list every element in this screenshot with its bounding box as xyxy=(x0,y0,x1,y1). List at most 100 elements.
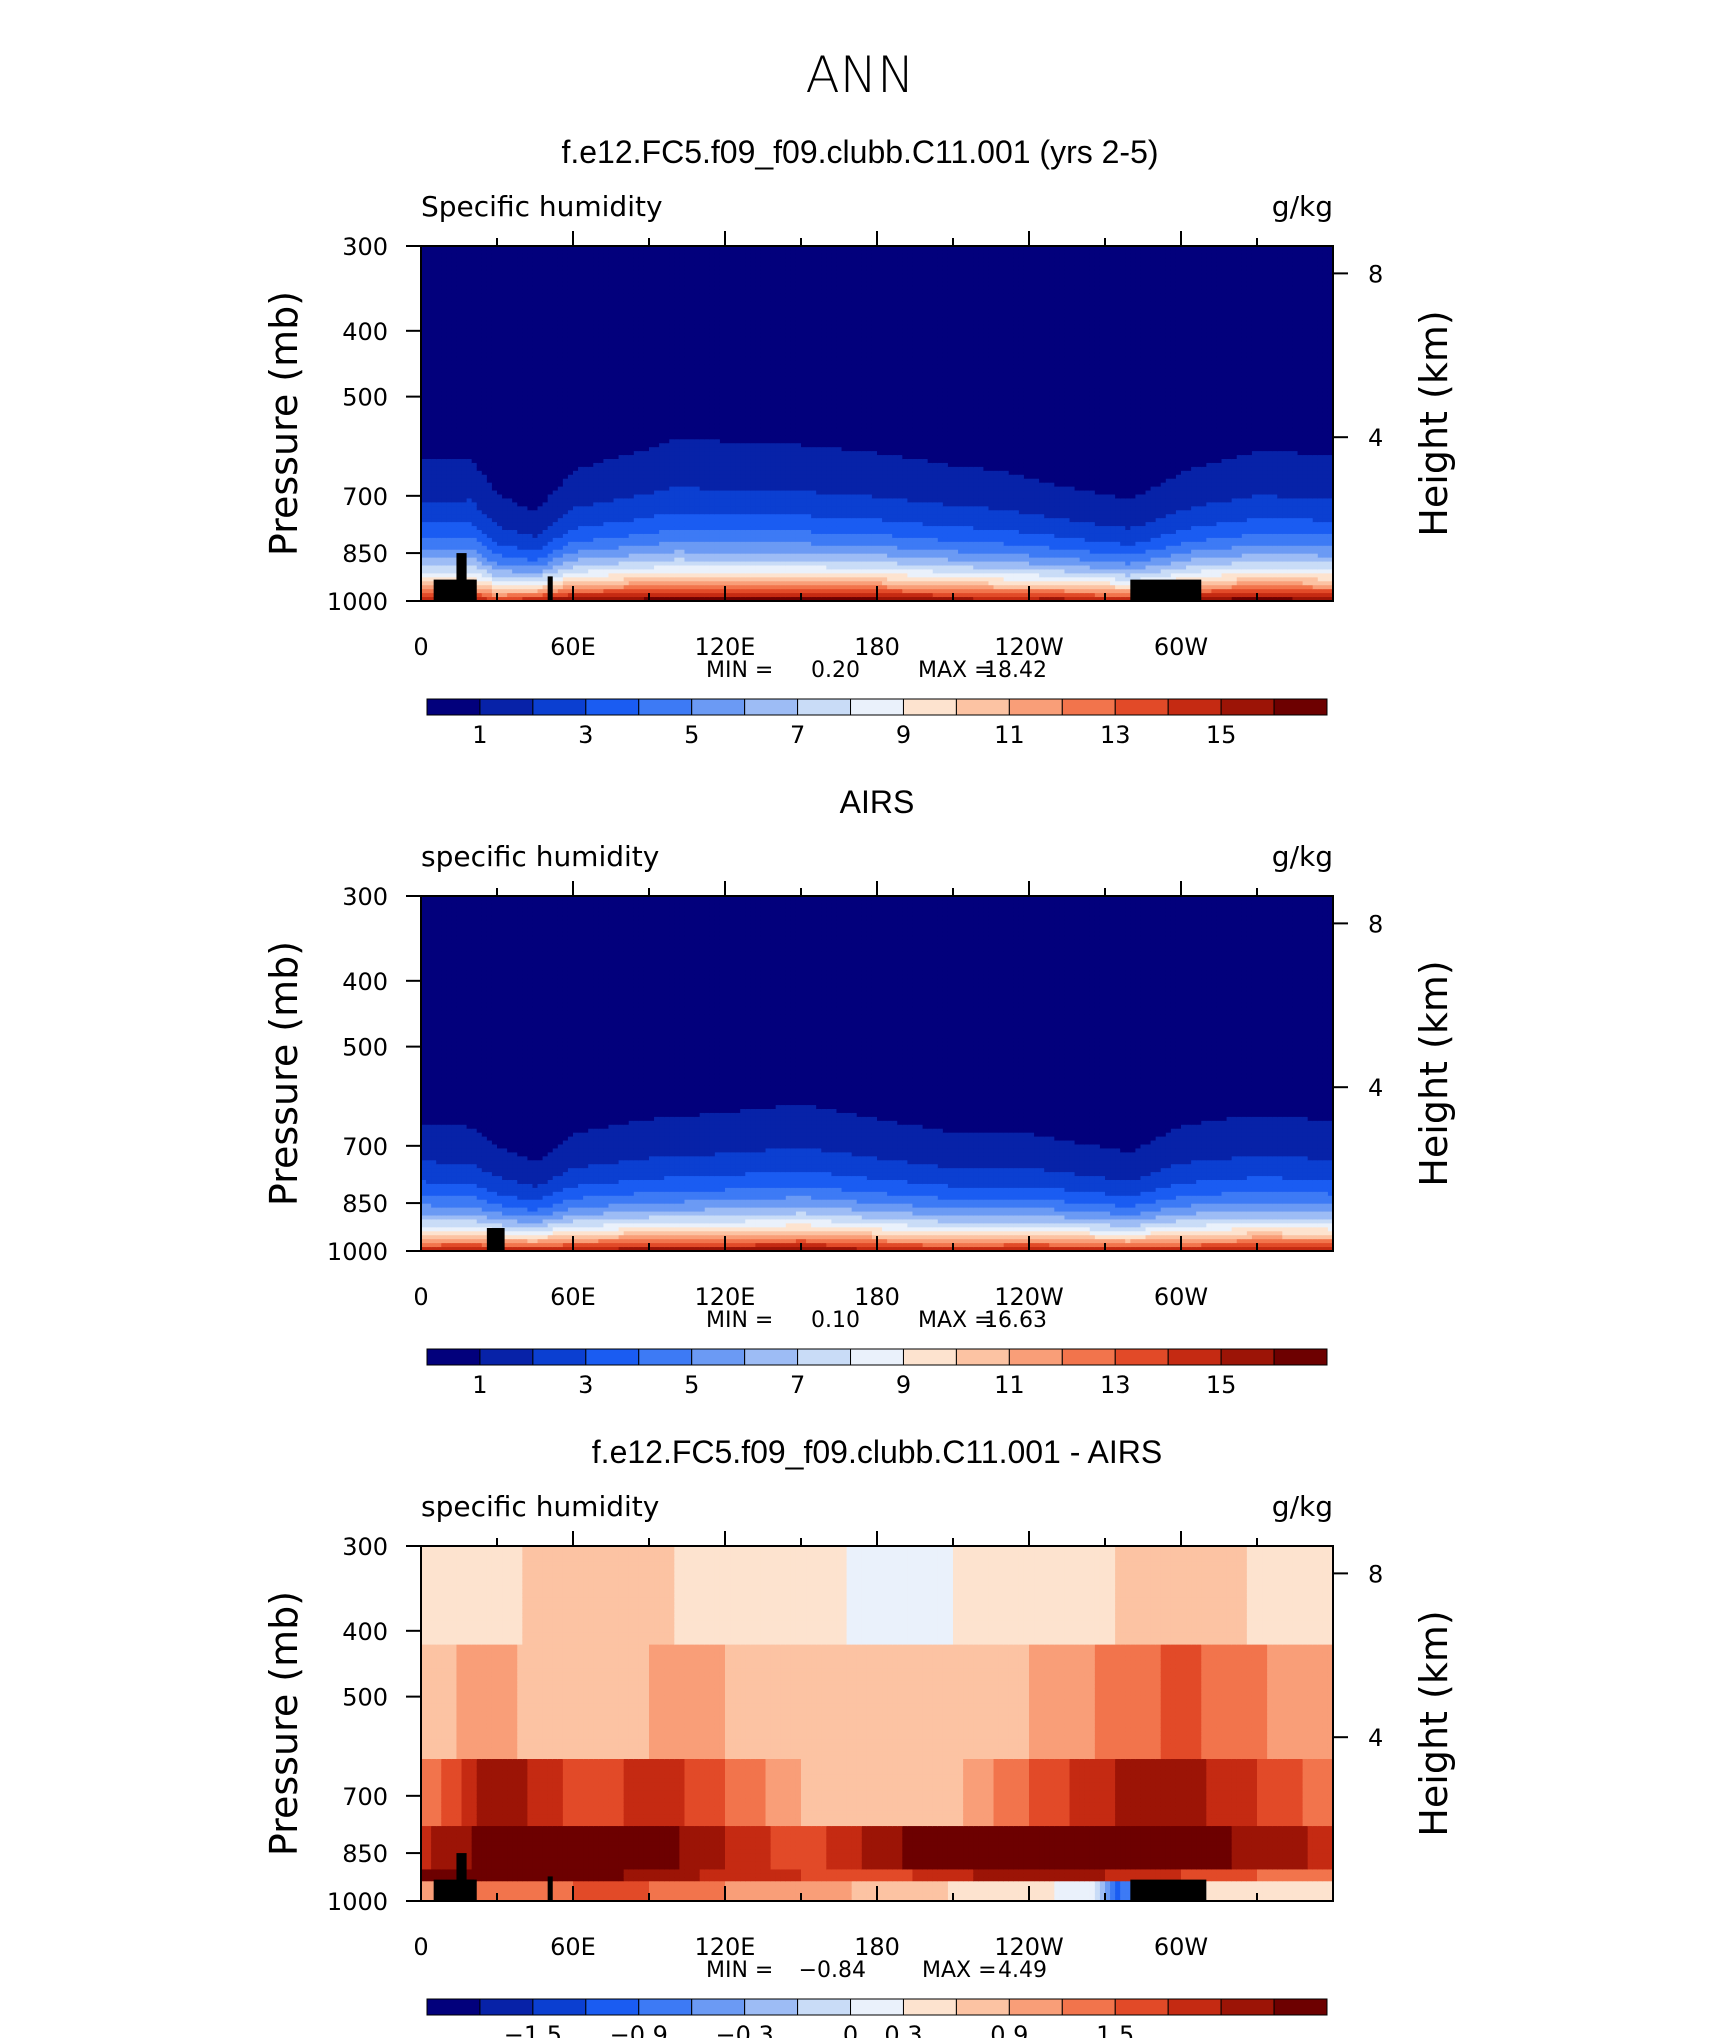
field-cell xyxy=(552,265,559,271)
field-cell xyxy=(664,589,670,594)
field-cell xyxy=(497,522,503,527)
field-cell xyxy=(598,585,604,590)
field-cell xyxy=(679,419,686,425)
field-cell xyxy=(633,447,640,452)
field-cell xyxy=(664,352,670,358)
field-cell xyxy=(552,522,559,527)
field-cell xyxy=(618,597,625,602)
field-cell xyxy=(689,293,696,298)
field-cell xyxy=(603,391,610,397)
field-cell xyxy=(638,459,645,464)
field-cell xyxy=(573,498,579,503)
field-cell xyxy=(552,581,559,586)
field-cell xyxy=(436,431,442,436)
field-cell xyxy=(451,490,458,496)
field-cell xyxy=(588,356,594,361)
field-cell xyxy=(481,435,488,440)
field-cell xyxy=(456,368,463,373)
field-cell xyxy=(552,474,559,480)
field-cell xyxy=(431,561,437,567)
field-cell xyxy=(603,399,610,405)
field-cell xyxy=(471,376,478,381)
field-cell xyxy=(588,451,594,456)
field-cell xyxy=(638,510,645,515)
field-cell xyxy=(471,328,478,334)
field-cell xyxy=(694,549,701,555)
field-cell xyxy=(638,561,645,567)
field-cell xyxy=(537,549,544,555)
field-cell xyxy=(466,281,473,287)
field-cell xyxy=(593,502,599,507)
field-cell xyxy=(426,545,432,551)
field-cell xyxy=(426,415,432,421)
field-cell xyxy=(431,289,437,294)
field-cell xyxy=(628,317,635,322)
field-cell xyxy=(466,474,473,480)
field-cell xyxy=(583,285,589,290)
field-cell xyxy=(446,502,452,507)
field-cell xyxy=(643,585,650,590)
field-cell xyxy=(573,549,579,555)
field-cell xyxy=(466,573,473,578)
field-cell xyxy=(638,313,645,318)
field-cell xyxy=(694,522,701,527)
field-cell xyxy=(451,510,458,515)
field-cell xyxy=(491,549,498,555)
field-cell xyxy=(547,380,554,385)
field-cell xyxy=(461,328,468,334)
field-cell xyxy=(679,506,686,511)
field-cell xyxy=(441,443,447,448)
field-cell xyxy=(481,348,488,354)
field-cell xyxy=(441,569,447,574)
field-cell xyxy=(486,459,493,464)
field-cell xyxy=(618,541,625,547)
field-cell xyxy=(426,553,432,559)
field-cell xyxy=(497,459,503,464)
field-cell xyxy=(567,557,574,563)
field-cell xyxy=(669,388,675,393)
field-cell xyxy=(451,328,458,334)
field-cell xyxy=(542,447,549,452)
field-cell xyxy=(527,443,534,448)
field-cell xyxy=(471,569,478,574)
field-cell xyxy=(512,533,518,539)
field-cell xyxy=(674,380,680,385)
field-cell xyxy=(517,301,523,306)
field-cell xyxy=(446,352,452,358)
field-cell xyxy=(643,431,650,436)
field-cell xyxy=(643,317,650,322)
field-cell xyxy=(426,411,432,417)
field-cell xyxy=(532,530,539,535)
field-cell xyxy=(567,443,574,448)
field-cell xyxy=(461,309,468,314)
field-cell xyxy=(684,502,691,507)
field-cell xyxy=(598,466,604,472)
field-cell xyxy=(664,344,670,350)
field-cell xyxy=(517,514,523,519)
field-cell xyxy=(456,537,463,543)
field-cell xyxy=(618,285,625,290)
field-cell xyxy=(456,285,463,290)
field-cell xyxy=(628,577,635,582)
field-cell xyxy=(527,541,534,547)
field-cell xyxy=(664,466,670,472)
field-cell xyxy=(461,478,468,484)
field-cell xyxy=(578,474,584,480)
field-cell xyxy=(562,435,569,440)
field-cell xyxy=(674,581,680,586)
field-cell xyxy=(471,482,478,488)
field-cell xyxy=(502,557,508,563)
field-cell xyxy=(431,324,437,330)
field-cell xyxy=(466,419,473,425)
field-cell xyxy=(491,356,498,361)
contour-field xyxy=(421,246,1334,602)
field-cell xyxy=(583,384,589,389)
field-cell xyxy=(547,510,554,515)
field-cell xyxy=(628,447,635,452)
field-cell xyxy=(426,506,432,511)
field-cell xyxy=(542,403,549,409)
field-cell xyxy=(588,581,594,586)
field-cell xyxy=(507,368,513,373)
field-cell xyxy=(633,309,640,314)
field-cell xyxy=(567,526,574,531)
